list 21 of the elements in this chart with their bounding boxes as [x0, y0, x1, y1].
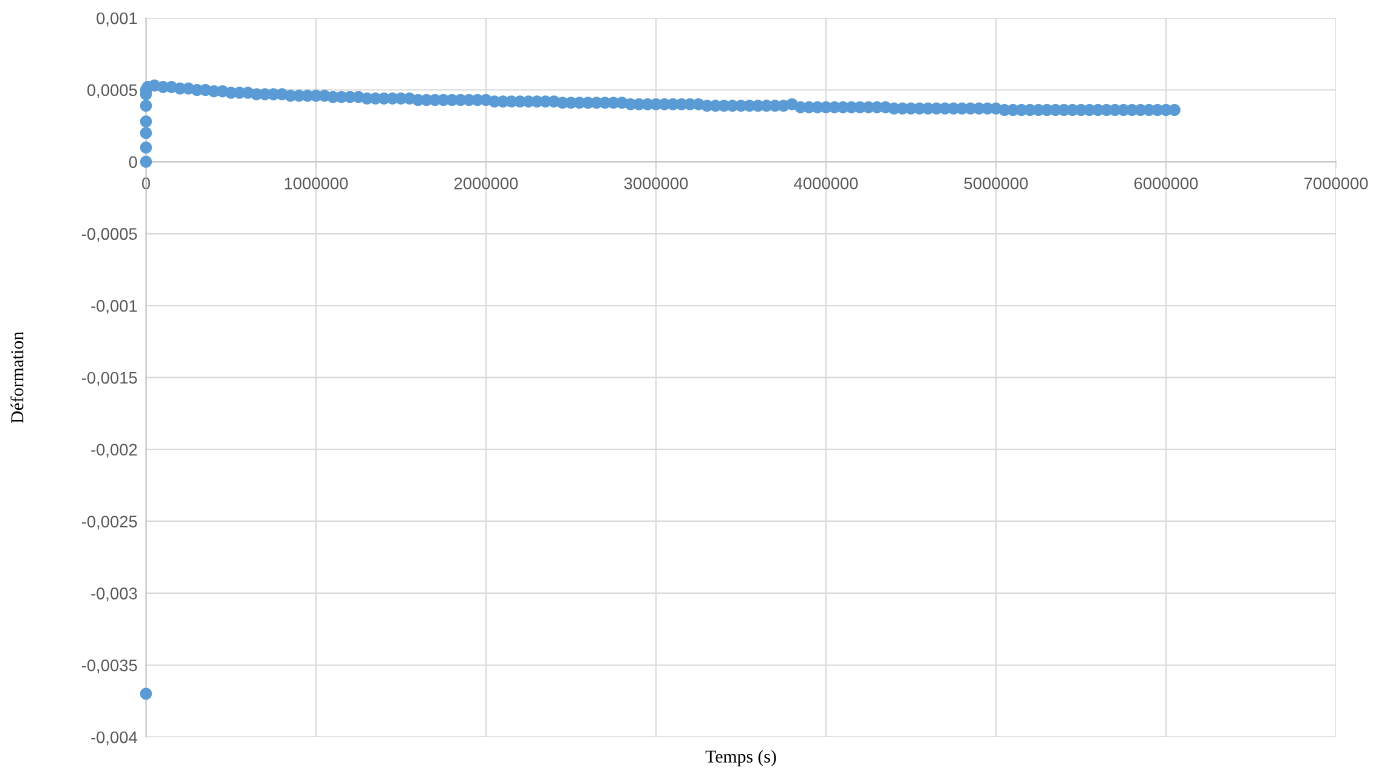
x-axis-title: Temps (s)	[705, 749, 776, 767]
y-tick-label: 0	[129, 156, 138, 168]
y-tick-label: -0,0015	[81, 371, 137, 386]
x-tick-label: 3000000	[624, 177, 688, 190]
x-tick-label: 2000000	[454, 177, 518, 190]
y-tick-label: -0,0005	[81, 228, 137, 242]
y-tick-label: -0,0025	[81, 515, 137, 530]
x-tick-label: 7000000	[1304, 177, 1368, 190]
y-tick-label: -0,0035	[81, 659, 137, 674]
y-tick-label: -0,003	[91, 587, 137, 602]
x-tick-label: 1000000	[284, 177, 348, 190]
x-tick-label: 6000000	[1134, 177, 1198, 190]
y-tick-label: -0,004	[91, 731, 138, 746]
x-tick-label: 0	[142, 177, 150, 190]
y-tick-label: 0,0005	[87, 84, 137, 99]
y-axis-title: Déformation	[10, 331, 24, 424]
x-tick-label: 5000000	[964, 177, 1028, 190]
y-tick-label: -0,001	[91, 300, 137, 314]
y-tick-label: -0,002	[91, 443, 137, 458]
y-tick-label: 0,001	[96, 12, 137, 27]
x-tick-label: 4000000	[793, 177, 858, 190]
